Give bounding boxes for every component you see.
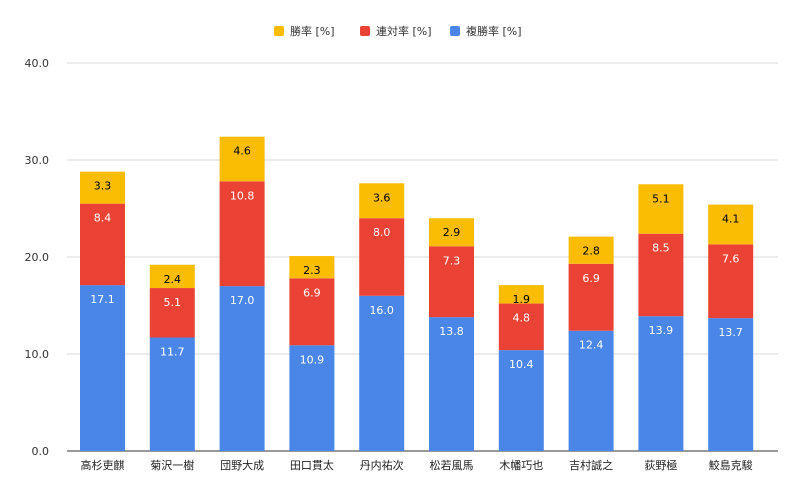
data-label: 4.8 xyxy=(513,312,531,325)
data-label: 4.6 xyxy=(233,145,251,158)
x-category-label: 荻野極 xyxy=(644,458,677,472)
bar-segment xyxy=(498,285,544,304)
x-category-label: 木幡巧也 xyxy=(499,458,543,472)
bar-segment xyxy=(289,345,335,451)
y-tick-label: 0.0 xyxy=(32,445,50,458)
data-label: 10.9 xyxy=(300,353,325,366)
bar-segment xyxy=(638,316,684,451)
bar-segment xyxy=(359,183,405,219)
data-label: 4.1 xyxy=(722,213,740,226)
bar-segment xyxy=(219,181,265,287)
bar-segment xyxy=(429,317,474,451)
bar-segment xyxy=(708,244,754,319)
data-label: 8.0 xyxy=(373,226,391,239)
data-label: 8.4 xyxy=(94,212,112,225)
y-tick-label: 40.0 xyxy=(25,57,50,70)
bar-segment xyxy=(149,288,195,338)
bar-segment xyxy=(638,233,684,317)
data-label: 8.5 xyxy=(652,242,670,255)
bar-segment xyxy=(149,337,195,451)
legend-label: 連対率 [%] xyxy=(376,24,432,38)
legend-item: 連対率 [%] xyxy=(360,24,432,38)
x-category-label: 松若風馬 xyxy=(430,458,474,472)
x-category-label: 団野大成 xyxy=(220,458,264,472)
bar-segment xyxy=(638,184,684,234)
bar-segment xyxy=(359,218,405,296)
bar-segment xyxy=(80,171,125,204)
data-label: 17.0 xyxy=(230,294,255,307)
legend-item: 勝率 [%] xyxy=(274,24,335,38)
y-axis-tick-labels: 0.0 10.0 20.0 30.0 40.0 xyxy=(25,57,50,458)
bar-segment xyxy=(219,286,265,451)
bar-segment xyxy=(289,256,335,279)
bar-segment xyxy=(429,246,474,318)
bar-segment xyxy=(568,330,614,451)
bar-segment xyxy=(429,218,474,247)
x-category-label: 田口貫太 xyxy=(290,459,334,472)
legend-swatch xyxy=(274,26,284,36)
x-category-label: 吉村誠之 xyxy=(569,458,613,472)
data-label: 10.4 xyxy=(509,358,534,371)
data-label: 13.9 xyxy=(649,324,674,337)
bar-segment xyxy=(568,263,614,331)
bar-segment xyxy=(219,136,265,182)
legend-swatch xyxy=(360,26,370,36)
x-category-label: 鮫島克駿 xyxy=(709,458,753,472)
y-tick-label: 10.0 xyxy=(25,348,50,361)
x-category-label: 高杉吏麒 xyxy=(81,458,125,472)
bar-segment xyxy=(359,295,405,451)
data-label: 13.7 xyxy=(718,326,743,339)
bar-segment xyxy=(80,285,125,451)
data-labels: 17.1 8.4 3.3 11.7 5.1 2.4 17.0 10.8 4.6 10.9 6.9 2.… xyxy=(90,145,743,371)
bar-segment xyxy=(80,203,125,286)
x-axis-category-labels: 高杉吏麒 菊沢一樹 団野大成 田口貫太 丹内祐次 松若風馬 木幡巧也 吉村誠之 荻野極 鮫島克駿 xyxy=(81,458,753,472)
y-tick-label: 20.0 xyxy=(25,251,50,264)
data-label: 12.4 xyxy=(579,339,604,352)
data-label: 7.6 xyxy=(722,252,740,265)
legend-swatch xyxy=(450,26,460,36)
data-label: 3.6 xyxy=(373,191,391,204)
data-label: 2.8 xyxy=(582,245,600,258)
bar-segment xyxy=(289,278,335,346)
data-label: 2.9 xyxy=(443,226,461,239)
bar-segment xyxy=(568,236,614,264)
data-label: 17.1 xyxy=(90,293,115,306)
data-label: 10.8 xyxy=(230,189,255,202)
data-label: 3.3 xyxy=(94,180,112,193)
legend-label: 勝率 [%] xyxy=(290,24,335,38)
bar-segment xyxy=(149,264,195,289)
data-label: 1.9 xyxy=(513,293,531,306)
data-label: 6.9 xyxy=(582,272,600,285)
data-label: 2.3 xyxy=(303,264,321,277)
bar-segment xyxy=(498,303,544,351)
bar-segment xyxy=(708,204,754,245)
legend-label: 複勝率 [%] xyxy=(466,24,522,38)
data-label: 13.8 xyxy=(439,325,464,338)
bars xyxy=(80,136,754,451)
data-label: 11.7 xyxy=(160,346,185,359)
data-label: 5.1 xyxy=(652,192,670,205)
legend: 勝率 [%] 連対率 [%] 複勝率 [%] xyxy=(274,24,522,38)
bar-segment xyxy=(498,350,544,451)
data-label: 2.4 xyxy=(164,273,182,286)
y-tick-label: 30.0 xyxy=(25,154,50,167)
legend-item: 複勝率 [%] xyxy=(450,24,522,38)
x-category-label: 菊沢一樹 xyxy=(150,458,194,472)
data-label: 6.9 xyxy=(303,286,321,299)
bar-segment xyxy=(708,318,754,451)
data-label: 5.1 xyxy=(164,296,182,309)
data-label: 7.3 xyxy=(443,254,461,267)
data-label: 16.0 xyxy=(369,304,394,317)
x-category-label: 丹内祐次 xyxy=(360,458,404,472)
